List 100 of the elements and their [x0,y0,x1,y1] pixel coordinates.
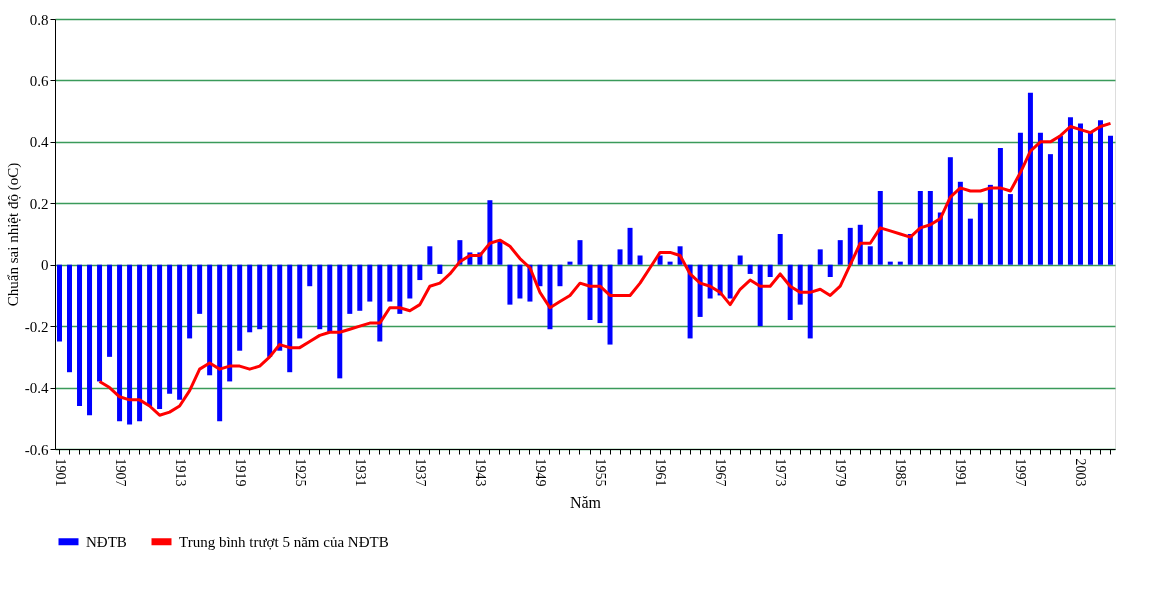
bar [607,264,613,345]
x-tick-label: 1937 [412,458,428,487]
y-tick-label: -0.4 [24,380,49,397]
bar [867,246,873,265]
bar [557,264,563,287]
bar [977,203,983,265]
x-tick-label: 1985 [893,458,909,487]
bar [547,264,553,330]
bar [877,191,883,265]
bar [107,264,113,357]
y-tick-label: 0.2 [29,195,49,212]
bar [537,264,543,287]
bar [787,264,793,320]
bar [817,249,823,265]
bar [587,264,593,320]
bar [567,261,573,265]
bar [437,264,443,274]
x-tick-label: 1979 [833,458,849,487]
bar [707,264,713,299]
bar [1037,132,1043,265]
bar [747,264,753,274]
bar [1107,135,1113,265]
x-axis-title: Năm [569,493,602,511]
bar [597,264,603,324]
bar [927,191,933,265]
bar [757,264,763,327]
bar [317,264,323,330]
bar [1047,154,1053,265]
bar [1027,92,1033,265]
y-tick-label: 0.8 [29,11,49,28]
y-tick-label: -0.2 [24,318,49,335]
x-tick-label: 1955 [593,458,609,487]
bar [827,264,833,277]
y-tick-label: -0.6 [24,441,49,458]
y-tick-label: 0.6 [29,72,49,89]
x-tick-label: 1919 [232,458,248,487]
y-tick-label: 0.4 [29,134,49,151]
x-tick-label: 1991 [953,458,969,487]
bar [97,264,103,382]
y-axis-title: Chuẩn sai nhiệt độ (oC) [4,162,22,307]
bar [837,240,843,265]
bar [77,264,83,406]
bar [167,264,173,394]
x-tick-label: 1901 [52,458,68,487]
bar [667,261,673,265]
x-tick-label: 2003 [1073,458,1089,487]
bar [1077,123,1083,265]
bar [117,264,123,422]
bar [1097,120,1103,265]
bar [737,255,743,265]
bar [807,264,813,339]
line-series [98,121,1112,417]
bar [797,264,803,305]
bar [247,264,253,333]
bar [327,264,333,333]
legend-label: Trung bình trượt 5 năm của NĐTB [179,533,389,550]
bar [637,255,643,265]
bar [947,157,953,265]
bar [1007,194,1013,265]
bar [237,264,243,351]
x-tick-label: 1931 [352,458,368,487]
bar [617,249,623,265]
bar [887,261,893,265]
bar [1087,132,1093,265]
x-tick-label: 1913 [172,458,188,487]
bar [307,264,313,287]
x-tick-label: 1925 [292,458,308,487]
bar [727,264,733,299]
bar [407,264,413,299]
bar [387,264,393,302]
x-tick-label: 1943 [472,458,488,487]
y-tick-label: 0 [41,257,49,274]
bar [257,264,263,330]
bar [147,264,153,406]
bar [217,264,223,422]
bar [87,264,93,416]
bar [267,264,273,357]
bar [427,246,433,265]
bar [177,264,183,400]
bar [1017,132,1023,265]
bar [1057,135,1063,265]
bar [197,264,203,314]
bar [127,264,133,425]
bar [337,264,343,379]
bar [287,264,293,373]
bar [497,240,503,265]
bar [967,218,973,265]
bar [957,181,963,265]
bar [357,264,363,311]
bar [347,264,353,314]
bar [397,264,403,314]
bar [777,234,783,265]
x-tick-label: 1997 [1013,458,1029,487]
bar [57,264,63,342]
x-tick-label: 1949 [532,458,548,487]
x-tick-label: 1961 [653,458,669,487]
bar [157,264,163,410]
bar [917,191,923,265]
legend-label: NĐTB [86,533,127,550]
bar [487,200,493,265]
